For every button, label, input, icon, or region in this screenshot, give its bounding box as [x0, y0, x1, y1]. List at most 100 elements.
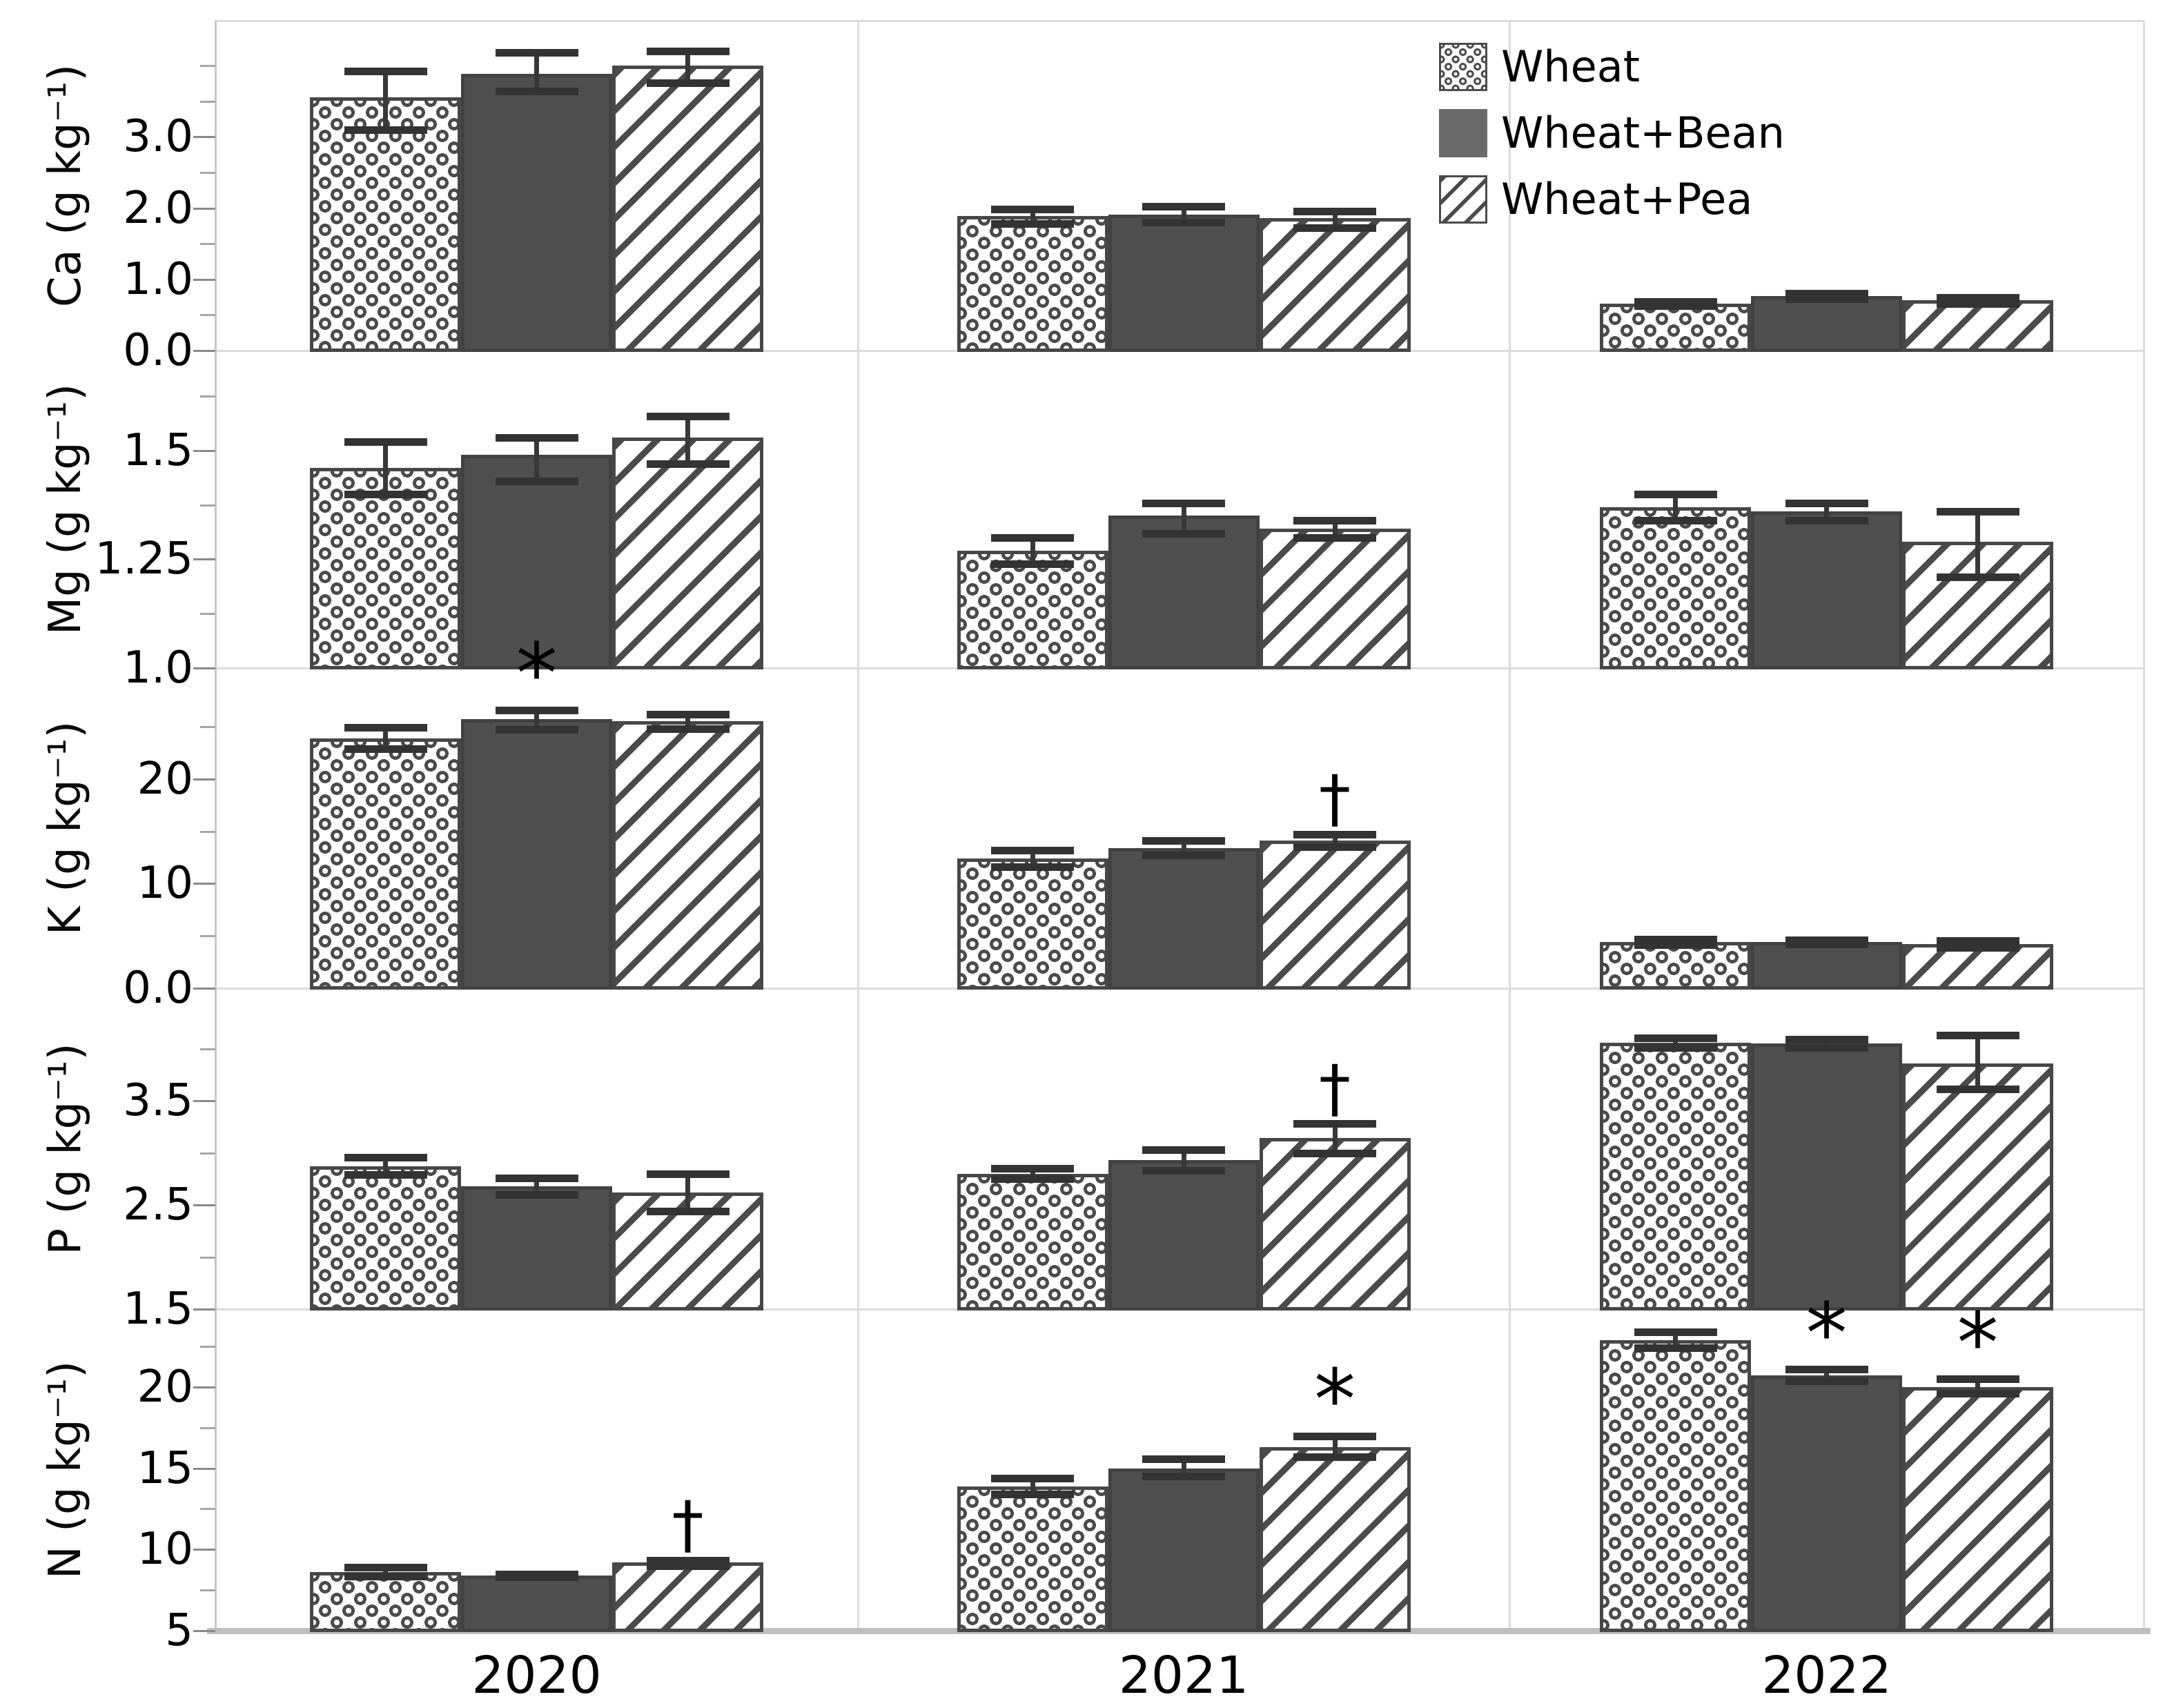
y-tick-label: 1.0: [123, 642, 193, 694]
error-bar-cap-top: [646, 1170, 730, 1178]
y-tick-label: 3.0: [123, 111, 193, 163]
error-bar-cap-bottom: [1936, 943, 2019, 952]
asterisk-mark: *: [1314, 1353, 1355, 1449]
y-tick-label: 2.0: [123, 182, 193, 234]
y-tick-major: [193, 207, 215, 210]
bar-K-2022-Wheat+Bean: [1751, 942, 1902, 990]
error-bar-cap-top: [991, 205, 1074, 213]
y-tick-minor: [200, 1256, 215, 1259]
error-bar-line: [1181, 1150, 1186, 1171]
error-bar-cap-bottom: [495, 1190, 578, 1199]
x-category-label-2021: 2021: [1118, 1646, 1249, 1705]
error-bar-cap-bottom: [646, 79, 730, 87]
error-bar-cap-top: [1634, 936, 1717, 944]
y-tick-minor: [200, 395, 215, 398]
legend-item-wheat-bean: Wheat+Bean: [1439, 109, 1785, 157]
error-bar-cap-bottom: [991, 220, 1074, 228]
error-bar-line: [1030, 850, 1035, 867]
bar-Ca-2021-Wheat+Bean: [1108, 214, 1260, 352]
error-bar-cap-top: [646, 1556, 730, 1564]
error-bar-cap-top: [1293, 516, 1376, 524]
y-tick-major: [193, 1308, 215, 1311]
y-tick-minor: [200, 314, 215, 317]
error-bar-cap-bottom: [1936, 573, 2019, 581]
error-bar-cap-bottom: [646, 725, 730, 733]
y-tick-major: [193, 1204, 215, 1207]
error-bar-cap-bottom: [646, 1562, 730, 1570]
y-tick-major: [193, 350, 215, 352]
error-bar-line: [1975, 511, 1980, 577]
error-bar-cap-top: [344, 1153, 427, 1161]
error-bar-cap-top: [1936, 1375, 2019, 1384]
error-bar-cap-bottom: [1634, 302, 1717, 310]
error-bar-line: [1030, 537, 1035, 564]
error-bar-line: [534, 709, 539, 730]
error-bar-cap-top: [1634, 297, 1717, 306]
bar-Mg-2020-Wheat: [310, 468, 461, 669]
bar-K-2021-Wheat+Pea: [1259, 841, 1411, 990]
bar-P-2021-Wheat: [957, 1173, 1108, 1311]
error-bar-cap-top: [344, 1564, 427, 1572]
error-bar-cap-bottom: [1293, 1453, 1376, 1462]
legend-label: Wheat+Pea: [1501, 174, 1753, 224]
y-tick-minor: [200, 1508, 215, 1511]
bar-N-2021-Wheat+Pea: [1259, 1447, 1411, 1632]
bar-P-2020-Wheat+Bean: [461, 1186, 612, 1311]
y-tick-minor: [200, 100, 215, 103]
error-bar-cap-bottom: [991, 560, 1074, 568]
error-bar-cap-top: [1634, 490, 1717, 498]
bar-N-2021-Wheat: [957, 1486, 1108, 1632]
panel-divider: [215, 20, 2144, 22]
error-bar-cap-top: [1785, 936, 1868, 945]
error-bar-line: [1181, 841, 1186, 856]
error-bar-cap-top: [991, 846, 1074, 854]
error-bar-cap-top: [1293, 1120, 1376, 1128]
error-bar-cap-top: [1142, 1455, 1225, 1463]
error-bar-cap-top: [646, 412, 730, 420]
error-bar-cap-top: [1936, 1031, 2019, 1039]
error-bar-cap-bottom: [646, 1208, 730, 1216]
y-tick-minor: [200, 1152, 215, 1155]
error-bar-cap-bottom: [344, 1171, 427, 1179]
error-bar-line: [1975, 1034, 1980, 1090]
error-bar-cap-bottom: [1142, 1167, 1225, 1175]
bar-P-2022-Wheat+Bean: [1751, 1043, 1902, 1311]
error-bar-line: [1181, 206, 1186, 223]
bar-Ca-2020-Wheat+Pea: [612, 66, 763, 352]
error-bar-line: [1824, 502, 1829, 520]
y-tick-label: 5: [165, 1605, 193, 1656]
error-bar-cap-bottom: [1634, 516, 1717, 524]
y-tick-major: [193, 883, 215, 885]
bar-K-2021-Wheat+Bean: [1108, 847, 1260, 990]
error-bar-cap-top: [1785, 1366, 1868, 1374]
y-tick-major: [193, 667, 215, 669]
bar-Ca-2022-Wheat+Pea: [1902, 300, 2053, 352]
error-bar-line: [1332, 520, 1338, 538]
error-bar-cap-bottom: [1785, 1377, 1868, 1385]
y-axis-line: [215, 21, 217, 1631]
dagger-mark: †: [1319, 762, 1351, 836]
y-tick-major: [193, 1549, 215, 1551]
y-tick-minor: [200, 830, 215, 833]
error-bar-cap-bottom: [991, 863, 1074, 872]
bar-N-2021-Wheat+Bean: [1108, 1468, 1260, 1632]
error-bar-line: [1673, 493, 1678, 520]
dagger-mark: †: [1319, 1051, 1351, 1126]
error-bar-cap-top: [1142, 499, 1225, 507]
y-tick-major: [193, 1467, 215, 1470]
error-bar-cap-top: [344, 68, 427, 76]
bar-Mg-2021-Wheat: [957, 550, 1108, 669]
error-bar-cap-bottom: [1785, 295, 1868, 303]
year-separator-line: [2143, 21, 2145, 1631]
y-tick-label: 2.5: [123, 1179, 193, 1231]
error-bar-cap-top: [1142, 837, 1225, 845]
error-bar-line: [1181, 1458, 1186, 1477]
y-axis-title-K: K (g kg⁻¹): [40, 720, 91, 936]
bar-Ca-2022-Wheat+Bean: [1751, 295, 1902, 352]
y-tick-label: 3.5: [123, 1075, 193, 1127]
error-bar-cap-bottom: [1936, 300, 2019, 308]
y-tick-label: 1.25: [95, 533, 194, 585]
error-bar-line: [1332, 1123, 1338, 1153]
error-bar-cap-top: [1634, 1034, 1717, 1043]
